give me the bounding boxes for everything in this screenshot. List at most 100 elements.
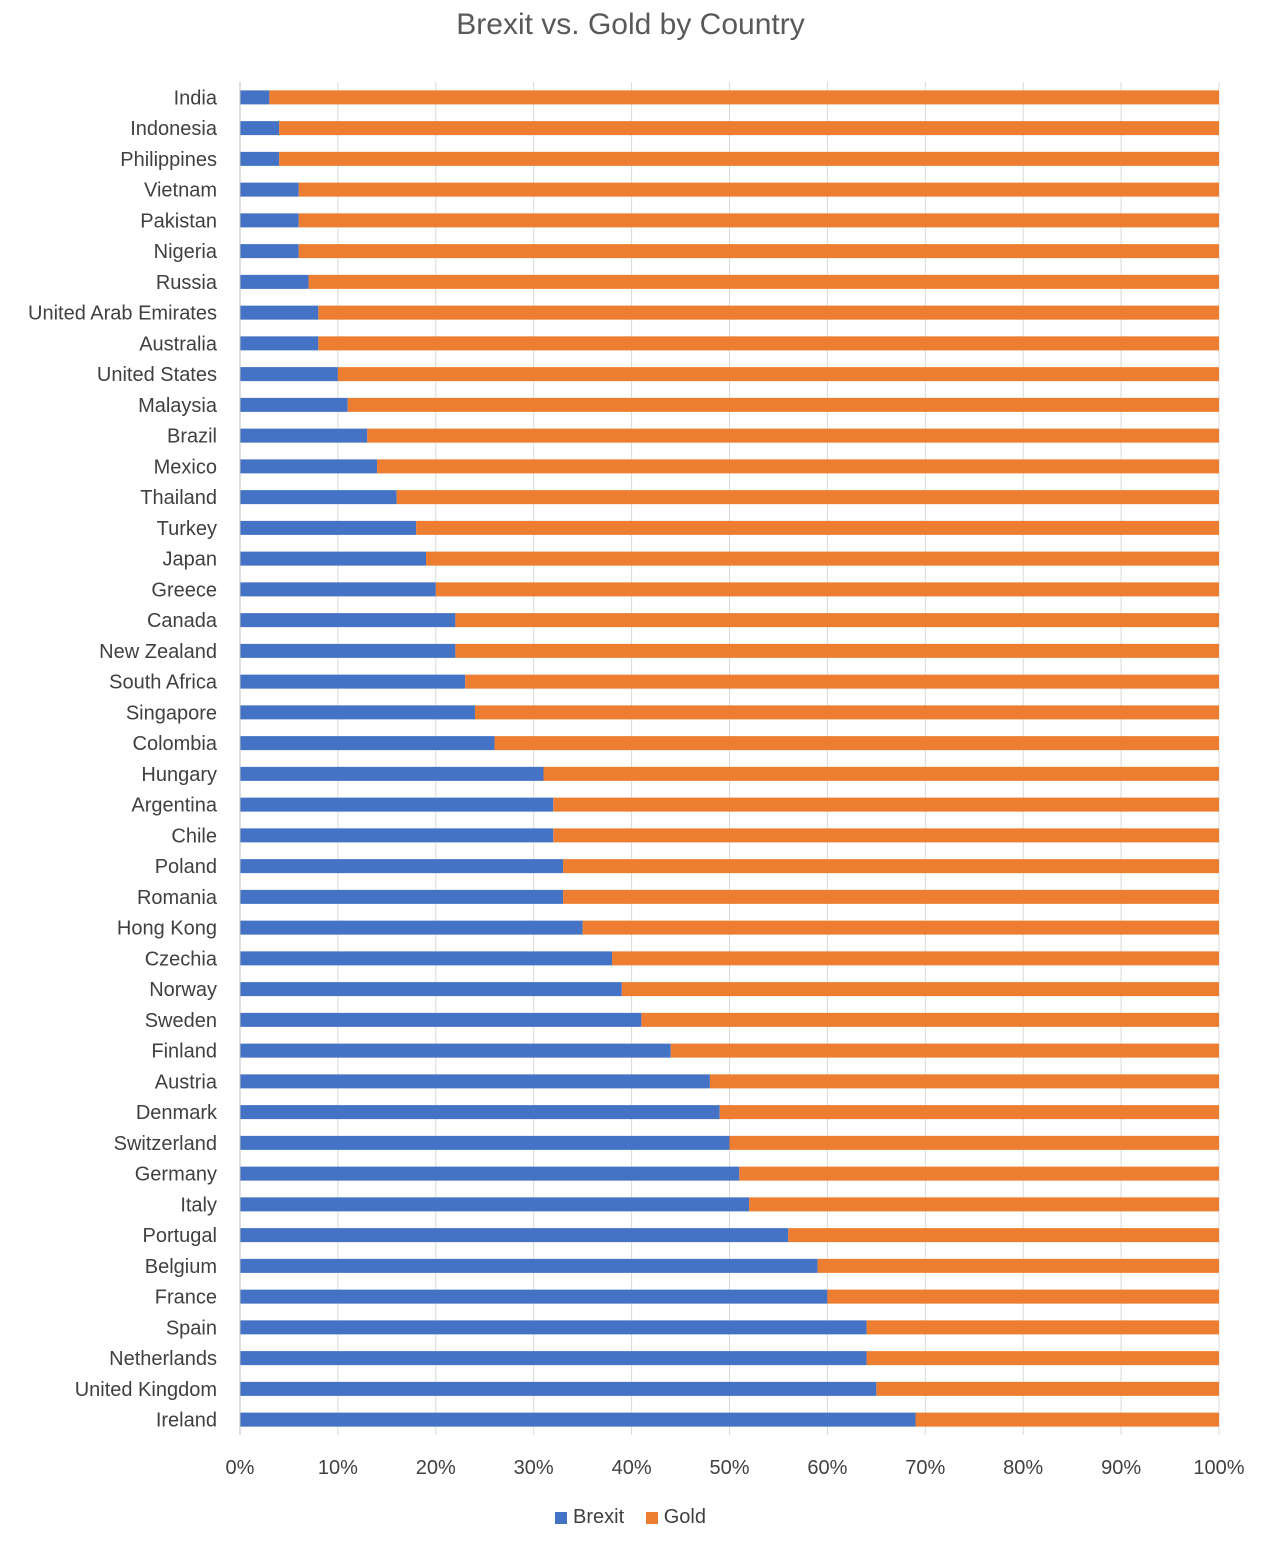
category-label-29: Norway xyxy=(149,979,217,1001)
category-label-39: France xyxy=(155,1287,217,1309)
bar-brexit-6 xyxy=(240,274,309,289)
x-tick-label-5: 50% xyxy=(709,1457,749,1479)
category-label-27: Hong Kong xyxy=(117,918,217,940)
bar-brexit-27 xyxy=(240,920,583,935)
category-label-43: Ireland xyxy=(156,1410,217,1432)
x-tick-label-9: 90% xyxy=(1101,1457,1141,1479)
legend-item-gold: Gold xyxy=(645,1506,706,1529)
bar-brexit-7 xyxy=(240,305,319,320)
bar-brexit-42 xyxy=(240,1381,877,1396)
x-tick-label-7: 70% xyxy=(905,1457,945,1479)
bar-gold-19 xyxy=(465,674,1219,689)
category-label-17: Canada xyxy=(147,610,218,632)
category-label-2: Philippines xyxy=(120,149,217,171)
bar-brexit-12 xyxy=(240,459,378,474)
bar-brexit-31 xyxy=(240,1043,671,1058)
bar-brexit-13 xyxy=(240,490,397,505)
category-label-32: Austria xyxy=(155,1071,218,1093)
category-label-40: Spain xyxy=(166,1317,217,1339)
bar-gold-4 xyxy=(298,213,1219,228)
bar-gold-32 xyxy=(709,1074,1219,1089)
category-label-22: Hungary xyxy=(141,764,217,786)
bar-gold-29 xyxy=(621,982,1219,997)
x-tick-label-4: 40% xyxy=(612,1457,652,1479)
bar-gold-23 xyxy=(553,797,1219,812)
bar-gold-22 xyxy=(543,766,1219,781)
bar-gold-39 xyxy=(827,1289,1219,1304)
legend-label-gold: Gold xyxy=(663,1506,706,1528)
x-tick-label-6: 60% xyxy=(807,1457,847,1479)
bar-gold-2 xyxy=(279,151,1219,166)
category-label-33: Denmark xyxy=(136,1102,218,1124)
bar-brexit-25 xyxy=(240,859,564,874)
bar-gold-6 xyxy=(308,274,1219,289)
bar-brexit-8 xyxy=(240,336,319,351)
bar-brexit-3 xyxy=(240,182,299,197)
category-label-21: Colombia xyxy=(133,733,218,755)
bar-brexit-35 xyxy=(240,1166,740,1181)
category-label-19: South Africa xyxy=(109,672,218,694)
bar-gold-18 xyxy=(455,643,1219,658)
bar-gold-15 xyxy=(426,551,1219,566)
category-label-42: United Kingdom xyxy=(75,1379,217,1401)
category-label-28: Czechia xyxy=(145,948,218,970)
bar-gold-24 xyxy=(553,828,1219,843)
bar-brexit-23 xyxy=(240,797,554,812)
bar-gold-5 xyxy=(298,244,1219,259)
category-label-10: Malaysia xyxy=(138,395,218,417)
category-label-13: Thailand xyxy=(140,487,217,509)
legend-label-brexit: Brexit xyxy=(573,1506,625,1528)
bar-brexit-37 xyxy=(240,1228,789,1243)
bar-gold-36 xyxy=(749,1197,1219,1212)
bar-gold-34 xyxy=(729,1135,1219,1150)
bar-gold-8 xyxy=(318,336,1219,351)
bar-gold-33 xyxy=(719,1105,1219,1120)
category-label-4: Pakistan xyxy=(140,210,217,232)
bar-gold-28 xyxy=(612,951,1219,966)
bar-brexit-15 xyxy=(240,551,427,566)
category-label-16: Greece xyxy=(151,579,217,601)
bar-brexit-39 xyxy=(240,1289,828,1304)
x-tick-label-3: 30% xyxy=(514,1457,554,1479)
category-label-41: Netherlands xyxy=(109,1348,217,1370)
bar-gold-30 xyxy=(641,1012,1219,1027)
bar-gold-43 xyxy=(915,1412,1219,1427)
bar-brexit-18 xyxy=(240,643,456,658)
bar-brexit-28 xyxy=(240,951,613,966)
bar-brexit-5 xyxy=(240,244,299,259)
category-label-25: Poland xyxy=(155,856,217,878)
category-label-7: United Arab Emirates xyxy=(28,303,217,325)
bar-gold-0 xyxy=(269,90,1219,105)
x-tick-label-10: 100% xyxy=(1193,1457,1244,1479)
bar-brexit-26 xyxy=(240,889,564,904)
bar-brexit-19 xyxy=(240,674,466,689)
category-label-1: Indonesia xyxy=(130,118,218,140)
bar-gold-13 xyxy=(396,490,1219,505)
category-label-24: Chile xyxy=(171,825,217,847)
bar-gold-40 xyxy=(866,1320,1219,1335)
bar-brexit-9 xyxy=(240,367,338,382)
bar-brexit-20 xyxy=(240,705,475,720)
bar-brexit-14 xyxy=(240,520,417,535)
bar-gold-37 xyxy=(788,1228,1219,1243)
chart-title: Brexit vs. Gold by Country xyxy=(456,8,805,41)
bar-brexit-34 xyxy=(240,1135,730,1150)
category-label-20: Singapore xyxy=(126,702,217,724)
category-label-6: Russia xyxy=(156,272,218,294)
category-label-30: Sweden xyxy=(145,1010,217,1032)
category-label-12: Mexico xyxy=(154,456,217,478)
bar-brexit-1 xyxy=(240,121,280,136)
bar-gold-11 xyxy=(367,428,1219,443)
legend: Brexit Gold xyxy=(0,1506,1261,1529)
bar-gold-31 xyxy=(670,1043,1219,1058)
category-label-0: India xyxy=(174,87,218,109)
category-label-15: Japan xyxy=(163,549,218,571)
category-label-31: Finland xyxy=(151,1041,217,1063)
category-label-14: Turkey xyxy=(157,518,217,540)
x-tick-label-2: 20% xyxy=(416,1457,456,1479)
bar-gold-25 xyxy=(563,859,1219,874)
bar-gold-35 xyxy=(739,1166,1219,1181)
bar-brexit-43 xyxy=(240,1412,916,1427)
